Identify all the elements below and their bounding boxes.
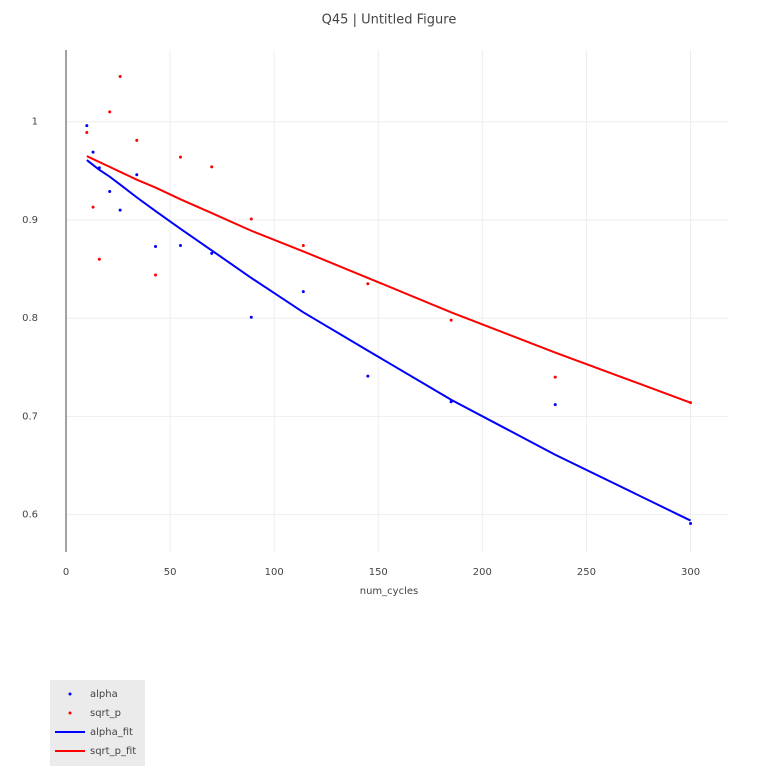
x-tick-label: 0 [63,567,69,578]
x-tick-label: 300 [681,567,700,578]
y-tick-label: 0.8 [22,313,38,324]
data-point [210,251,214,255]
data-point [108,110,112,114]
data-point [97,257,101,261]
data-point [108,189,112,193]
data-point [301,243,305,247]
data-point [249,217,253,221]
data-point [689,522,693,526]
data-point [553,403,557,407]
data-point [118,208,122,212]
y-tick-label: 1 [32,117,38,128]
data-point [135,138,139,142]
legend-label: sqrt_p_fit [90,746,136,757]
data-point [553,375,557,379]
legend-label: alpha [90,689,118,700]
data-point [91,205,95,209]
x-tick-label: 50 [164,567,177,578]
x-tick-label: 150 [369,567,388,578]
data-point [366,282,370,286]
data-point [118,75,122,79]
legend-label: alpha_fit [90,727,133,738]
data-point [449,318,453,322]
x-tick-label: 200 [473,567,492,578]
data-point [91,150,95,154]
chart-title: Q45 | Untitled Figure [322,13,457,28]
y-tick-label: 0.6 [22,510,38,521]
data-point [85,131,89,135]
data-point [154,244,158,248]
data-point [135,173,139,177]
data-point [178,243,182,247]
data-point [85,124,89,128]
data-point [249,315,253,319]
y-tick-label: 0.7 [22,411,38,422]
x-tick-label: 100 [265,567,284,578]
y-tick-label: 0.9 [22,215,38,226]
data-point [154,273,158,277]
fit-line [86,159,691,522]
legend-marker [68,692,72,696]
x-axis-label: num_cycles [360,586,418,597]
x-tick-label: 250 [577,567,596,578]
data-point [178,155,182,159]
data-point [301,290,305,294]
fit-line [86,155,691,404]
data-point [210,165,214,169]
legend-marker [68,711,72,715]
data-point [366,374,370,378]
legend-label: sqrt_p [90,708,121,719]
